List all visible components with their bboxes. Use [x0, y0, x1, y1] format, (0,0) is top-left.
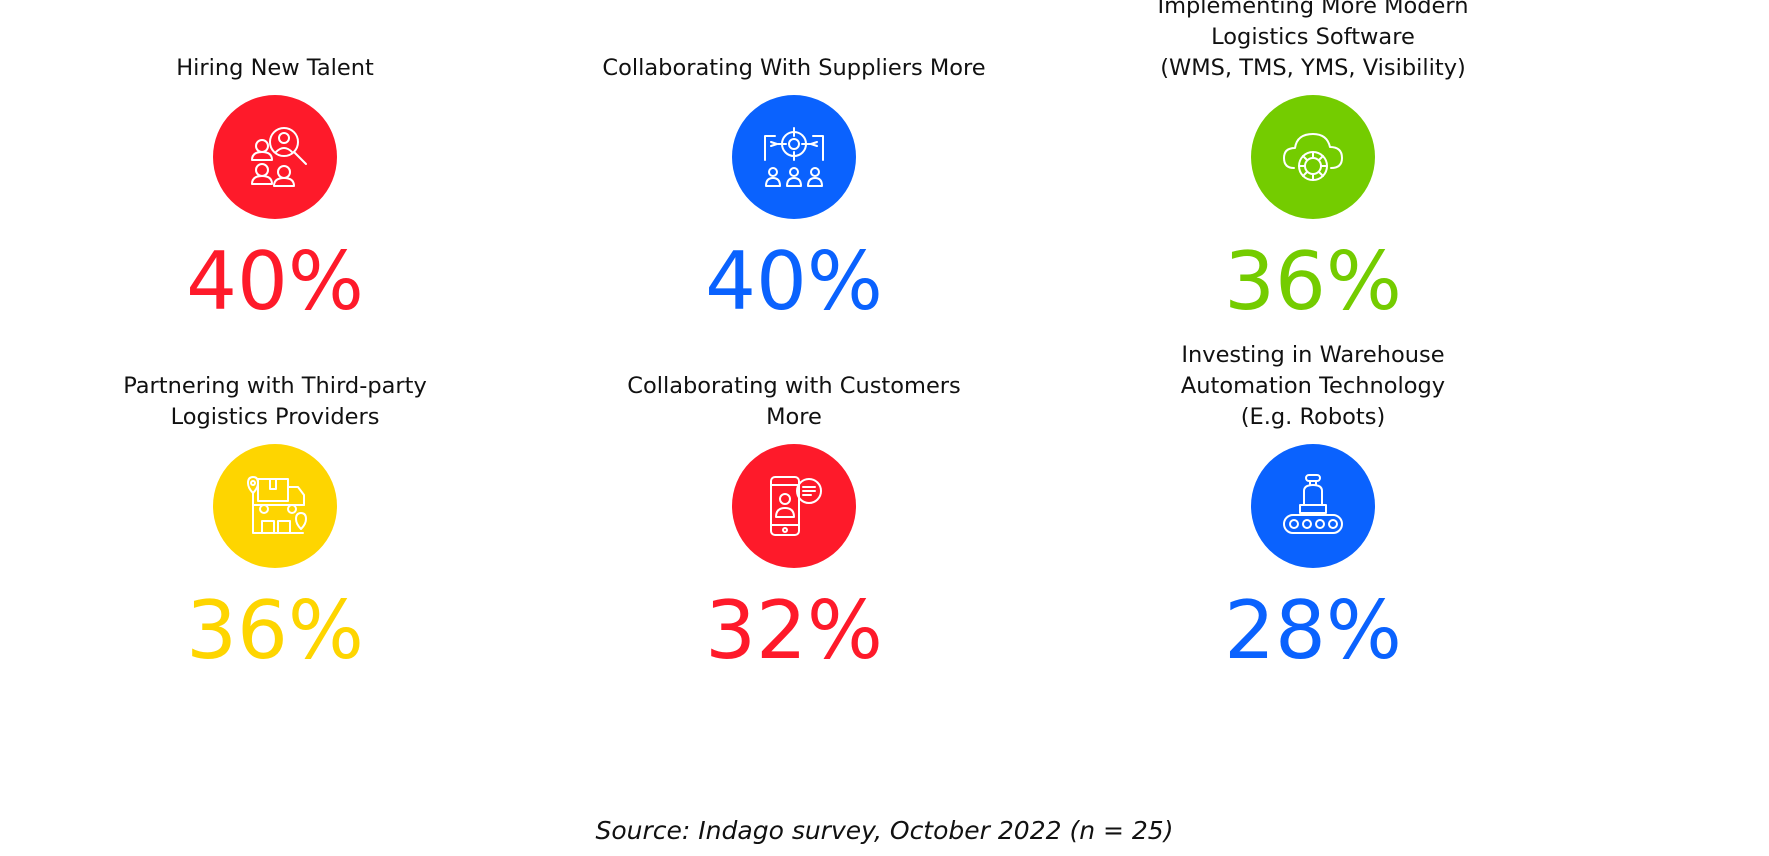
stat-label: Investing in Warehouse Automation Technol… — [1033, 340, 1593, 433]
stat-label-line: Hiring New Talent — [176, 55, 374, 81]
stat-icon-circle — [213, 95, 337, 219]
stat-label: Partnering with Third-party Logistics Pro… — [0, 371, 555, 433]
source-note: Source: Indago survey, October 2022 (n =… — [595, 816, 1174, 845]
stat-label-line: (E.g. Robots) — [1240, 404, 1386, 430]
stat-label: Collaborating With Suppliers More — [514, 53, 1074, 84]
talent-search-icon — [251, 127, 307, 187]
logistics-truck-icon — [247, 476, 307, 534]
stat-label-line: More — [766, 404, 822, 430]
stat-label-line: Collaborating With Suppliers More — [602, 55, 986, 81]
stat-label: Implementing More Modern Logistics Softwa… — [1033, 0, 1593, 84]
phone-chat-icon — [770, 476, 822, 536]
stat-label-line: Partnering with Third-party — [123, 373, 427, 399]
stat-label-line: Implementing More Modern — [1157, 0, 1469, 19]
cloud-gear-icon — [1283, 133, 1343, 181]
stat-card: Collaborating With Suppliers More 40% — [514, 0, 1074, 375]
stat-card: Investing in Warehouse Automation Technol… — [1033, 324, 1593, 724]
stat-card: Hiring New Talent 40% — [0, 0, 555, 375]
stat-icon-circle — [1251, 95, 1375, 219]
stat-icon-circle — [213, 444, 337, 568]
stat-card: Collaborating with Customers More 32% — [514, 324, 1074, 724]
stat-label-line: Logistics Providers — [170, 404, 380, 430]
stat-label-line: Automation Technology — [1180, 373, 1446, 399]
robot-conveyor-icon — [1283, 474, 1343, 534]
stat-percentage: 36% — [186, 584, 364, 677]
stat-icon-circle — [732, 444, 856, 568]
stat-percentage: 40% — [705, 235, 883, 328]
suppliers-target-icon — [764, 127, 824, 187]
stat-label: Collaborating with Customers More — [514, 371, 1074, 433]
stat-icon-circle — [1251, 444, 1375, 568]
stat-label-line: Logistics Software — [1211, 24, 1415, 50]
stat-card: Partnering with Third-party Logistics Pro… — [0, 324, 555, 724]
stat-label-line: (WMS, TMS, YMS, Visibility) — [1160, 55, 1466, 81]
stat-icon-circle — [732, 95, 856, 219]
stat-percentage: 36% — [1224, 235, 1402, 328]
stat-percentage: 28% — [1224, 584, 1402, 677]
stat-label-line: Investing in Warehouse — [1181, 342, 1445, 368]
stat-label-line: Collaborating with Customers — [627, 373, 961, 399]
stat-percentage: 32% — [705, 584, 883, 677]
stat-card: Implementing More Modern Logistics Softwa… — [1033, 0, 1593, 375]
stat-percentage: 40% — [186, 235, 364, 328]
stat-label: Hiring New Talent — [0, 53, 555, 84]
